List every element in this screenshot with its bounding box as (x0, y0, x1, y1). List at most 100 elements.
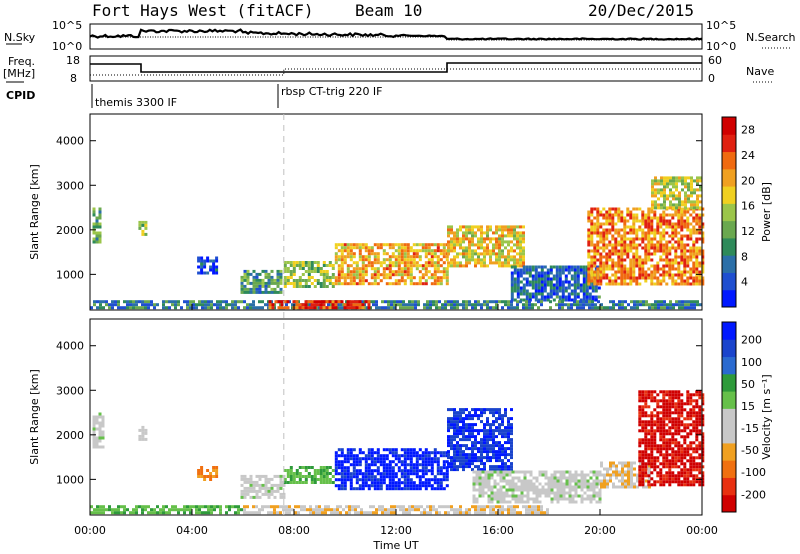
heatmap-cell (662, 483, 666, 487)
heatmap-cell (684, 300, 687, 304)
heatmap-cell (445, 484, 449, 488)
heatmap-cell (406, 475, 410, 479)
heatmap-cell (623, 225, 627, 229)
heatmap-cell (456, 508, 459, 512)
heatmap-cell (662, 420, 666, 424)
heatmap-cell (462, 456, 465, 460)
heatmap-cell (689, 249, 693, 253)
heatmap-cell (216, 306, 219, 310)
heatmap-cell (615, 470, 618, 474)
heatmap-cell (340, 472, 344, 476)
heatmap-cell (496, 470, 500, 474)
heatmap-cell (592, 494, 596, 498)
heatmap-cell (629, 237, 633, 241)
heatmap-cell (552, 289, 556, 293)
heatmap-cell (373, 484, 377, 488)
heatmap-cell (525, 277, 529, 281)
heatmap-cell (313, 285, 317, 288)
heatmap-cell (650, 435, 654, 439)
heatmap-cell (409, 282, 413, 286)
heatmap-cell (468, 237, 471, 241)
heatmap-cell (629, 270, 633, 274)
heatmap-cell (192, 300, 195, 304)
heatmap-cell (421, 451, 425, 455)
heatmap-cell (519, 225, 522, 229)
heatmap-cell (453, 261, 456, 265)
colorbar-segment (722, 168, 736, 187)
heatmap-cell (459, 237, 462, 241)
heatmap-cell (409, 255, 413, 259)
heatmap-cell (225, 511, 228, 515)
heatmap-cell (478, 473, 482, 477)
heatmap-cell (394, 454, 398, 458)
heatmap-cell (544, 482, 548, 486)
heatmap-cell (654, 300, 657, 304)
heatmap-cell (504, 456, 507, 460)
heatmap-cell (468, 432, 471, 436)
heatmap-cell (674, 426, 678, 430)
heatmap-cell (333, 508, 336, 512)
heatmap-cell (671, 402, 675, 406)
heatmap-cell (668, 267, 672, 271)
heatmap-cell (641, 408, 645, 412)
heatmap-cell (215, 259, 219, 263)
heatmap-cell (456, 511, 459, 515)
heatmap-cell (695, 252, 699, 256)
heatmap-cell (174, 505, 177, 509)
heatmap-cell (240, 290, 244, 294)
heatmap-cell (623, 234, 627, 238)
heatmap-cell (207, 300, 210, 304)
heatmap-cell (474, 225, 477, 229)
heatmap-cell (641, 258, 645, 262)
heatmap-cell (517, 485, 521, 489)
heatmap-cell (379, 243, 383, 247)
heatmap-cell (590, 267, 594, 271)
heatmap-cell (570, 283, 574, 287)
heatmap-cell (331, 285, 335, 288)
heatmap-cell (406, 258, 410, 262)
heatmap-cell (683, 483, 687, 487)
heatmap-cell (92, 430, 96, 434)
heatmap-cell (387, 303, 390, 307)
heatmap-cell (504, 225, 507, 229)
heatmap-cell (510, 450, 513, 454)
heatmap-cell (510, 462, 513, 466)
heatmap-cell (427, 481, 431, 485)
heatmap-cell (648, 464, 651, 468)
heatmap-cell (456, 441, 459, 445)
heatmap-cell (483, 505, 486, 509)
heatmap-cell (627, 476, 630, 480)
heatmap-cell (674, 279, 678, 283)
heatmap-cell (486, 264, 489, 268)
heatmap-cell (683, 210, 687, 214)
heatmap-cell (692, 225, 696, 229)
heatmap-cell (117, 508, 120, 512)
heatmap-cell (436, 457, 440, 461)
heatmap-cell (370, 282, 374, 286)
heatmap-cell (650, 423, 654, 427)
heatmap-cell (564, 277, 568, 281)
heatmap-cell (668, 414, 672, 418)
heatmap-cell (641, 276, 645, 280)
heatmap-cell (495, 435, 498, 439)
heatmap-cell (486, 441, 489, 445)
heatmap-cell (681, 300, 684, 304)
heatmap-cell (519, 292, 523, 296)
heatmap-cell (465, 231, 468, 235)
heatmap-cell (298, 303, 302, 307)
heatmap-cell (343, 472, 347, 476)
heatmap-cell (644, 246, 648, 250)
heatmap-cell (669, 188, 672, 192)
heatmap-cell (400, 279, 404, 283)
heatmap-cell (654, 182, 657, 186)
heatmap-cell (390, 300, 393, 304)
heatmap-cell (650, 465, 654, 469)
heatmap-cell (528, 300, 531, 304)
heatmap-cell (647, 420, 651, 424)
heatmap-cell (249, 306, 252, 310)
heatmap-cell (588, 286, 592, 290)
heatmap-cell (480, 462, 483, 466)
heatmap-cell (352, 457, 356, 461)
heatmap-cell (219, 511, 222, 515)
heatmap-cell (508, 485, 512, 489)
